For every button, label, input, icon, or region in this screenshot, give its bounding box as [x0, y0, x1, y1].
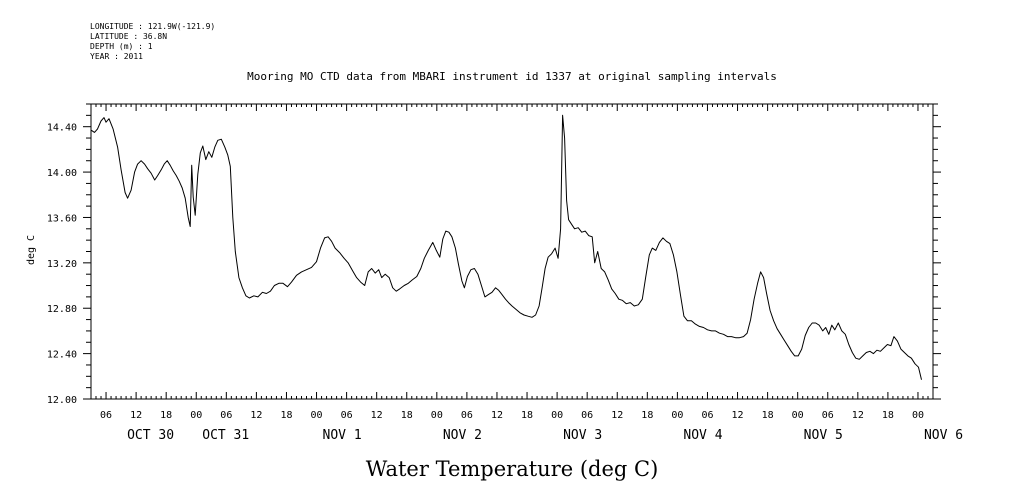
- x-hour-label: 18: [521, 410, 533, 421]
- x-hour-label: 12: [611, 410, 623, 421]
- x-hour-label: 12: [130, 410, 142, 421]
- x-hour-label: 12: [250, 410, 262, 421]
- tick-marks: [83, 103, 941, 400]
- x-hour-labels: 06 12 18 00 06 12 18 00 06 12 18 00 06 12 18 00 06 12 18 00…: [100, 410, 924, 421]
- x-hour-label: 06: [822, 410, 834, 421]
- series-line-temperature: [90, 114, 922, 380]
- x-day-label: NOV 5: [804, 428, 843, 443]
- x-hour-label: 06: [581, 410, 593, 421]
- y-tick-label: 12.40: [47, 350, 77, 361]
- x-hour-label: 06: [461, 410, 473, 421]
- x-day-label: NOV 6: [924, 428, 963, 443]
- x-hour-label: 18: [762, 410, 774, 421]
- x-hour-label: 12: [491, 410, 503, 421]
- series-group: [90, 114, 922, 380]
- x-hour-label: 18: [641, 410, 653, 421]
- x-hour-label: 18: [401, 410, 413, 421]
- y-tick-label: 12.80: [47, 304, 77, 315]
- x-hour-label: 12: [371, 410, 383, 421]
- longitude-label: LONGITUDE : 121.9W(-121.9): [90, 22, 216, 31]
- x-hour-label: 18: [280, 410, 292, 421]
- x-hour-label: 00: [431, 410, 443, 421]
- x-hour-label: 06: [220, 410, 232, 421]
- depth-label: DEPTH (m) : 1: [90, 42, 153, 51]
- x-hour-label: 06: [100, 410, 112, 421]
- x-hour-label: 18: [882, 410, 894, 421]
- y-tick-label: 14.40: [47, 123, 77, 134]
- x-hour-label: 12: [852, 410, 864, 421]
- latitude-label: LATITUDE : 36.8N: [90, 32, 168, 41]
- x-day-label: NOV 1: [323, 428, 362, 443]
- x-day-label: NOV 3: [563, 428, 602, 443]
- x-axis-label: Water Temperature (deg C): [366, 457, 659, 481]
- y-tick-label: 13.60: [47, 213, 77, 224]
- metadata-block: LONGITUDE : 121.9W(-121.9) LATITUDE : 36…: [90, 22, 215, 62]
- x-day-label: OCT 31: [202, 428, 249, 443]
- x-hour-label: 18: [160, 410, 172, 421]
- x-day-label: NOV 4: [683, 428, 722, 443]
- x-hour-label: 00: [792, 410, 804, 421]
- x-hour-label: 00: [912, 410, 924, 421]
- x-hour-label: 06: [701, 410, 713, 421]
- y-tick-label: 14.00: [47, 168, 77, 179]
- x-hour-label: 06: [341, 410, 353, 421]
- x-hour-label: 00: [671, 410, 683, 421]
- y-tick-labels: 12.00 12.40 12.80 13.20 13.60 14.00 14.40: [47, 123, 77, 406]
- y-axis-label: deg C: [26, 235, 37, 265]
- year-label: YEAR : 2011: [90, 52, 143, 61]
- x-hour-label: 12: [732, 410, 744, 421]
- chart-title: Mooring MO CTD data from MBARI instrumen…: [247, 70, 777, 83]
- x-hour-label: 00: [551, 410, 563, 421]
- plot-frame: [90, 103, 934, 400]
- x-hour-label: 00: [190, 410, 202, 421]
- x-day-label: OCT 30: [127, 428, 174, 443]
- x-day-labels: OCT 30 OCT 31 NOV 1 NOV 2 NOV 3 NOV 4 NOV 5 NOV…: [127, 428, 963, 443]
- x-hour-label: 00: [311, 410, 323, 421]
- y-tick-label: 12.00: [47, 395, 77, 406]
- x-day-label: NOV 2: [443, 428, 482, 443]
- y-tick-label: 13.20: [47, 259, 77, 270]
